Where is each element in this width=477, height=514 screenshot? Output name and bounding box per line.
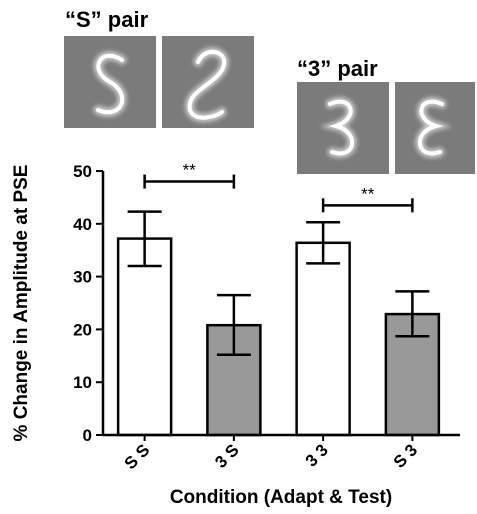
y-ticks: 0 10 20 30 40 50 — [73, 162, 103, 445]
y-tick-label: 50 — [73, 162, 92, 181]
x-axis: S S 3 S 3 3 S 3 — [103, 433, 460, 473]
x-tick-label: S S — [121, 440, 154, 473]
x-tick-label: 3 S — [211, 440, 242, 471]
y-tick-label: 0 — [83, 426, 92, 445]
x-tick-label: 3 3 — [302, 440, 332, 470]
three-shape-left — [319, 97, 357, 158]
error-bar — [127, 210, 162, 268]
significance-bracket: ** — [143, 161, 236, 189]
bar-3-3 — [295, 241, 351, 437]
y-tick-label: 10 — [73, 373, 92, 392]
x-axis-title: Condition (Adapt & Test) — [170, 487, 392, 508]
three-shape-right — [415, 97, 453, 158]
significance-label: ** — [361, 184, 375, 203]
x-ticks: S S 3 S 3 3 S 3 — [121, 435, 421, 473]
y-tick-label: 40 — [73, 215, 92, 234]
significance-brackets: ** ** — [143, 161, 414, 213]
three-pair-stimuli: “3” pair — [297, 56, 475, 174]
error-bar — [395, 290, 430, 338]
y-axis: 0 10 20 30 40 50 — [73, 162, 105, 445]
x-tick-label: S 3 — [390, 440, 421, 471]
s-pair-title: “S” pair — [65, 7, 149, 32]
y-tick-label: 20 — [73, 320, 92, 339]
bars — [116, 237, 441, 437]
s-shape-left — [93, 51, 127, 117]
s-pair-stimuli: “S” pair — [64, 7, 254, 128]
significance-label: ** — [183, 161, 197, 180]
bar-s-s — [116, 237, 173, 437]
significance-bracket: ** — [321, 184, 414, 213]
y-axis-title: % Change in Amplitude at PSE — [11, 165, 32, 442]
s-shape-right — [185, 47, 229, 123]
y-tick-label: 30 — [73, 268, 92, 287]
error-bar — [216, 293, 251, 356]
error-bars — [127, 210, 430, 356]
three-pair-title: “3” pair — [297, 56, 378, 81]
error-bar — [306, 220, 341, 265]
